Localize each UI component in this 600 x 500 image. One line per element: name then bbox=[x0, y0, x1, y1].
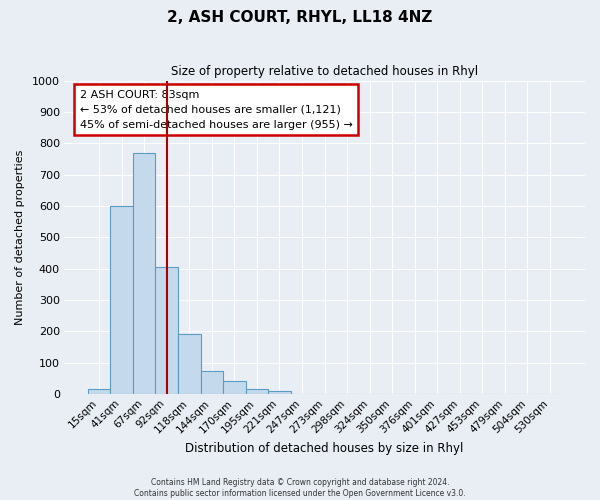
Bar bbox=[200, 370, 223, 394]
Bar bbox=[268, 391, 291, 394]
Text: Contains HM Land Registry data © Crown copyright and database right 2024.
Contai: Contains HM Land Registry data © Crown c… bbox=[134, 478, 466, 498]
Bar bbox=[245, 390, 268, 394]
Y-axis label: Number of detached properties: Number of detached properties bbox=[15, 150, 25, 325]
Title: Size of property relative to detached houses in Rhyl: Size of property relative to detached ho… bbox=[171, 65, 478, 78]
Bar bbox=[133, 152, 155, 394]
Text: 2 ASH COURT: 83sqm
← 53% of detached houses are smaller (1,121)
45% of semi-deta: 2 ASH COURT: 83sqm ← 53% of detached hou… bbox=[80, 90, 353, 130]
Bar bbox=[155, 267, 178, 394]
Bar bbox=[178, 334, 200, 394]
Bar bbox=[223, 382, 245, 394]
Bar bbox=[110, 206, 133, 394]
X-axis label: Distribution of detached houses by size in Rhyl: Distribution of detached houses by size … bbox=[185, 442, 464, 455]
Bar bbox=[88, 390, 110, 394]
Text: 2, ASH COURT, RHYL, LL18 4NZ: 2, ASH COURT, RHYL, LL18 4NZ bbox=[167, 10, 433, 25]
